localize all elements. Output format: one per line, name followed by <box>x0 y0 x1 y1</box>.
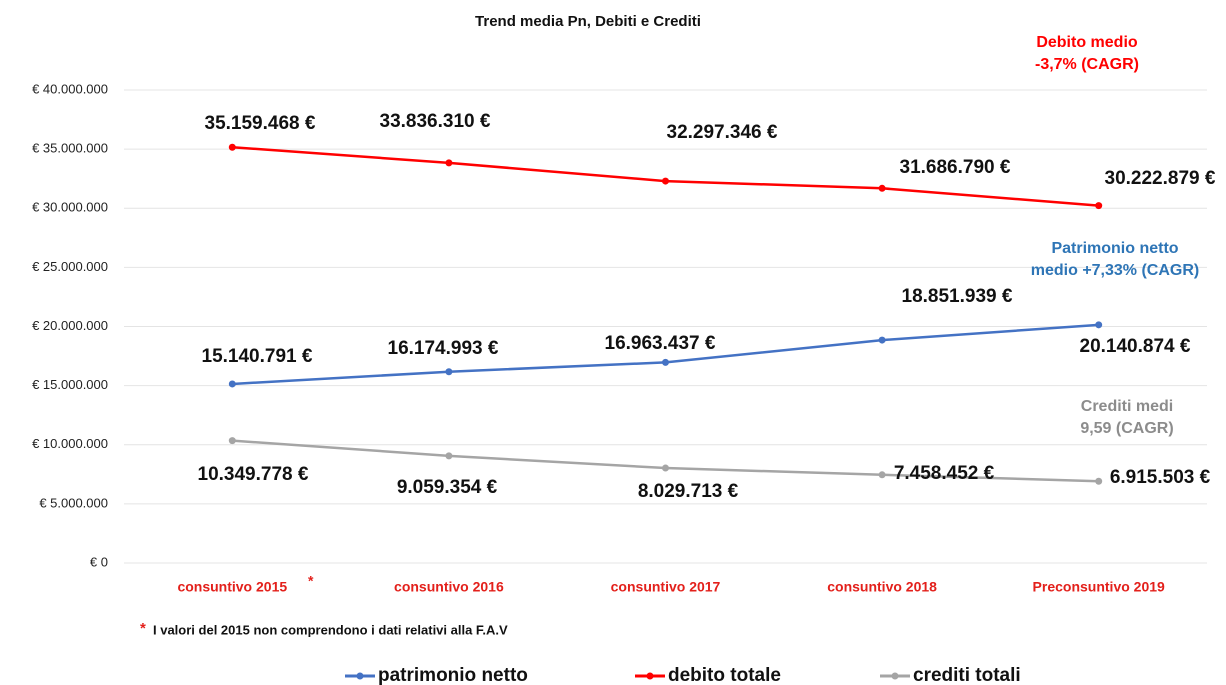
point <box>878 471 886 479</box>
point <box>228 380 236 388</box>
point <box>662 177 669 185</box>
value-label: 8.029.713 € <box>638 481 739 502</box>
point <box>878 336 886 344</box>
value-label: 7.458.452 € <box>894 463 995 484</box>
chart-title: Trend media Pn, Debiti e Crediti <box>475 13 701 30</box>
annotation: -3,7% (CAGR) <box>1035 56 1139 73</box>
value-label: 16.963.437 € <box>605 333 716 354</box>
y-tick-label: € 35.000.000 <box>32 141 108 156</box>
y-tick-label: € 20.000.000 <box>32 318 108 333</box>
y-tick-label: € 30.000.000 <box>32 200 108 215</box>
value-label: 32.297.346 € <box>667 122 778 143</box>
point <box>662 358 669 366</box>
value-label: 31.686.790 € <box>900 157 1011 178</box>
point <box>228 437 236 445</box>
legend-dot <box>891 672 899 680</box>
y-tick-label: € 5.000.000 <box>39 495 108 510</box>
value-label: 9.059.354 € <box>397 477 498 498</box>
legend-label: crediti totali <box>913 665 1021 685</box>
annotation: Crediti medi <box>1081 398 1173 415</box>
point <box>878 184 886 192</box>
x-tick-label: consuntivo 2018 <box>827 579 937 595</box>
value-label: 16.174.993 € <box>388 338 499 359</box>
value-label: 20.140.874 € <box>1080 336 1191 357</box>
annotation: medio +7,33% (CAGR) <box>1031 262 1199 279</box>
point <box>1095 202 1103 210</box>
annotation: 9,59 (CAGR) <box>1080 420 1173 437</box>
point <box>445 368 453 376</box>
point <box>445 452 453 460</box>
value-label: 10.349.778 € <box>198 464 309 485</box>
x-tick-label: consuntivo 2017 <box>611 579 721 595</box>
y-tick-label: € 40.000.000 <box>32 81 108 96</box>
legend-dot <box>646 672 654 680</box>
value-label: 30.222.879 € <box>1105 168 1216 189</box>
legend-dot <box>356 672 364 680</box>
y-tick-label: € 10.000.000 <box>32 436 108 451</box>
point <box>1095 477 1103 485</box>
legend-label: patrimonio netto <box>378 665 528 685</box>
value-label: 6.915.503 € <box>1110 467 1211 488</box>
legend-label: debito totale <box>668 665 781 685</box>
footnote: I valori del 2015 non comprendono i dati… <box>153 622 508 637</box>
annotation: Debito medio <box>1036 34 1138 51</box>
x-tick-label: Preconsuntivo 2019 <box>1033 579 1165 595</box>
x-tick-label: consuntivo 2015 <box>177 579 287 595</box>
value-label: 18.851.939 € <box>902 286 1013 307</box>
point <box>445 159 453 167</box>
x-tick-label: consuntivo 2016 <box>394 579 504 595</box>
value-label: 15.140.791 € <box>202 346 313 367</box>
y-tick-label: € 0 <box>90 554 108 569</box>
y-tick-label: € 15.000.000 <box>32 377 108 392</box>
point <box>1095 321 1103 329</box>
y-tick-label: € 25.000.000 <box>32 259 108 274</box>
value-label: 35.159.468 € <box>205 113 316 134</box>
annotation: Patrimonio netto <box>1051 240 1178 257</box>
point <box>228 143 236 151</box>
value-label: 33.836.310 € <box>380 111 491 132</box>
point <box>662 464 669 472</box>
footnote-marker: * <box>140 620 146 637</box>
category-marker: * <box>308 573 314 589</box>
